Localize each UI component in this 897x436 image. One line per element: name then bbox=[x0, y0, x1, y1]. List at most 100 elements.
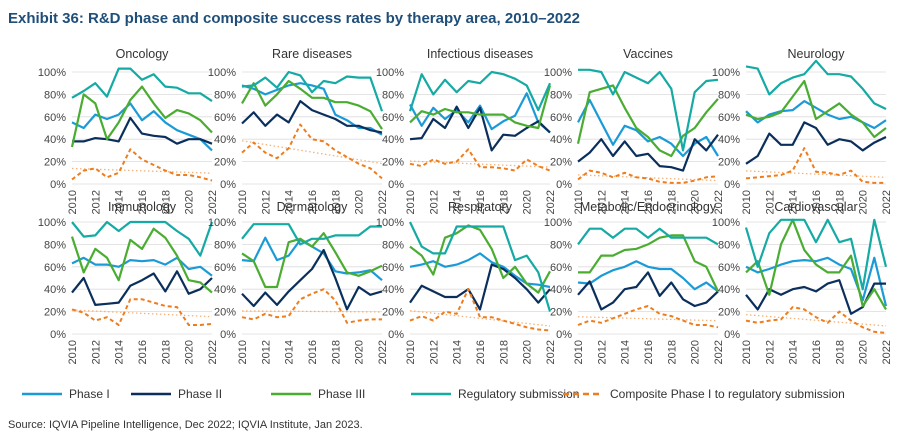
x-tick-label: 2018 bbox=[330, 340, 342, 364]
panel-title: Immunology bbox=[108, 200, 177, 214]
x-tick-label: 2014 bbox=[452, 340, 464, 364]
series-line-composite-phase-i-to-regulatory-submission bbox=[745, 147, 886, 184]
x-tick-label: 2022 bbox=[881, 340, 893, 364]
panel-neurology: Neurology 0% 20% 40% 60% 80% 100% 2010 2012 2014 2… bbox=[712, 47, 893, 214]
composite-trendline bbox=[241, 140, 383, 165]
x-tick-label: 2020 bbox=[354, 340, 366, 364]
y-tick-label: 20% bbox=[44, 307, 66, 319]
x-tick-label: 2020 bbox=[858, 340, 870, 364]
x-tick-label: 2016 bbox=[307, 190, 319, 214]
series-line-phase-iii bbox=[409, 224, 551, 294]
y-tick-label: 0% bbox=[724, 329, 740, 341]
y-tick-label: 80% bbox=[214, 239, 236, 251]
y-tick-label: 100% bbox=[376, 217, 404, 229]
series-line-phase-ii bbox=[745, 121, 887, 165]
panel-title: Neurology bbox=[788, 47, 846, 61]
x-tick-label: 2010 bbox=[573, 190, 585, 214]
series-line-phase-ii bbox=[745, 279, 886, 315]
series-line-phase-iii bbox=[241, 79, 383, 130]
series-line-regulatory-submission bbox=[241, 223, 382, 246]
y-tick-label: 20% bbox=[550, 157, 572, 169]
chart-title: Exhibit 36: R&D phase and composite succ… bbox=[8, 10, 580, 27]
y-tick-label: 40% bbox=[550, 284, 572, 296]
x-tick-label: 2012 bbox=[428, 340, 440, 364]
x-tick-label: 2022 bbox=[377, 340, 389, 364]
panel-title: Infectious diseases bbox=[427, 47, 533, 61]
series-line-composite-phase-i-to-regulatory-submission bbox=[241, 123, 383, 180]
panel-title: Metabolic/Endocrinology bbox=[580, 200, 717, 214]
x-tick-label: 2012 bbox=[764, 340, 776, 364]
y-tick-label: 0% bbox=[388, 329, 404, 341]
y-tick-label: 80% bbox=[718, 239, 740, 251]
y-tick-label: 60% bbox=[382, 262, 404, 274]
series-line-phase-ii bbox=[577, 271, 719, 311]
series-line-composite-phase-i-to-regulatory-submission bbox=[241, 288, 382, 324]
panel-title: Cardiovascular bbox=[774, 200, 857, 214]
x-tick-label: 2020 bbox=[184, 340, 196, 364]
y-tick-label: 60% bbox=[550, 112, 572, 124]
y-tick-label: 60% bbox=[718, 262, 740, 274]
x-tick-label: 2022 bbox=[545, 340, 557, 364]
y-tick-label: 20% bbox=[382, 157, 404, 169]
chart-legend: Phase I Phase II Phase III Regulatory submi… bbox=[22, 387, 845, 401]
x-tick-label: 2012 bbox=[260, 190, 272, 214]
series-line-phase-ii bbox=[409, 105, 551, 152]
panel-metabolic-endocrinology: Metabolic/Endocrinology 0% 20% 40% 60% 80% 100… bbox=[544, 200, 725, 364]
x-tick-label: 2014 bbox=[284, 340, 296, 364]
series-line-phase-i bbox=[577, 98, 719, 158]
series-line-phase-iii bbox=[576, 84, 719, 158]
y-tick-label: 80% bbox=[214, 89, 236, 101]
x-tick-label: 2012 bbox=[90, 340, 102, 364]
legend-label: Phase III bbox=[318, 387, 365, 401]
y-tick-label: 60% bbox=[44, 112, 66, 124]
y-tick-label: 100% bbox=[544, 217, 572, 229]
series-line-phase-iii bbox=[409, 85, 552, 130]
x-tick-label: 2018 bbox=[666, 190, 678, 214]
x-tick-label: 2014 bbox=[788, 340, 800, 364]
y-tick-label: 100% bbox=[208, 217, 236, 229]
x-tick-label: 2018 bbox=[330, 190, 342, 214]
x-tick-label: 2010 bbox=[237, 190, 249, 214]
series-line-phase-ii bbox=[241, 248, 383, 311]
series-line-composite-phase-i-to-regulatory-submission bbox=[577, 169, 719, 184]
series-line-phase-ii bbox=[577, 134, 719, 172]
y-tick-label: 80% bbox=[550, 89, 572, 101]
y-tick-label: 100% bbox=[208, 67, 236, 79]
x-tick-label: 2020 bbox=[690, 190, 702, 214]
series-line-regulatory-submission bbox=[71, 220, 214, 257]
y-tick-label: 80% bbox=[718, 89, 740, 101]
composite-trendline bbox=[577, 174, 719, 182]
series-line-phase-ii bbox=[409, 263, 551, 311]
panel-title: Respiratory bbox=[448, 200, 513, 214]
series-line-regulatory-submission bbox=[577, 227, 719, 246]
legend-item-phase-ii: Phase II bbox=[131, 387, 222, 401]
x-tick-label: 2018 bbox=[160, 340, 172, 364]
series-line-regulatory-submission bbox=[71, 67, 213, 103]
y-tick-label: 0% bbox=[556, 179, 572, 191]
x-tick-label: 2016 bbox=[307, 340, 319, 364]
x-tick-label: 2020 bbox=[354, 190, 366, 214]
x-tick-label: 2012 bbox=[764, 190, 776, 214]
y-tick-label: 20% bbox=[718, 157, 740, 169]
y-tick-label: 0% bbox=[220, 329, 236, 341]
series-line-phase-i bbox=[409, 92, 551, 134]
series-line-composite-phase-i-to-regulatory-submission bbox=[409, 288, 551, 332]
y-tick-label: 40% bbox=[44, 134, 66, 146]
composite-trendline bbox=[241, 310, 383, 313]
x-tick-label: 2022 bbox=[207, 190, 219, 214]
x-tick-label: 2012 bbox=[90, 190, 102, 214]
x-tick-label: 2010 bbox=[573, 340, 585, 364]
y-tick-label: 40% bbox=[382, 284, 404, 296]
y-tick-label: 100% bbox=[38, 217, 66, 229]
x-tick-label: 2022 bbox=[545, 190, 557, 214]
legend-item-phase-iii: Phase III bbox=[271, 387, 365, 401]
x-tick-label: 2020 bbox=[184, 190, 196, 214]
y-tick-label: 80% bbox=[44, 239, 66, 251]
y-tick-label: 100% bbox=[38, 67, 66, 79]
series-line-regulatory-submission bbox=[745, 59, 887, 110]
x-tick-label: 2014 bbox=[114, 190, 126, 214]
panel-respiratory: Respiratory 0% 20% 40% 60% 80% 100% 2010 2012 201… bbox=[376, 200, 557, 364]
y-tick-label: 20% bbox=[214, 157, 236, 169]
